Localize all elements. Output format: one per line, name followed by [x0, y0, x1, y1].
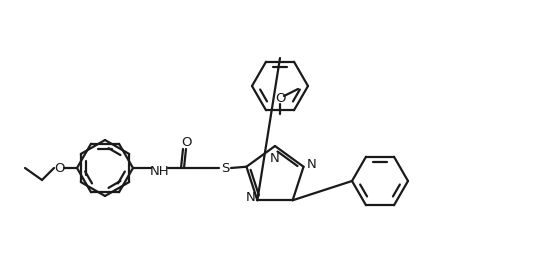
- Text: N: N: [307, 158, 316, 171]
- Text: O: O: [181, 135, 191, 148]
- Text: O: O: [275, 91, 285, 104]
- Text: O: O: [54, 162, 64, 175]
- Text: S: S: [221, 162, 229, 175]
- Text: N: N: [246, 191, 255, 204]
- Text: N: N: [270, 152, 280, 165]
- Text: NH: NH: [150, 164, 170, 177]
